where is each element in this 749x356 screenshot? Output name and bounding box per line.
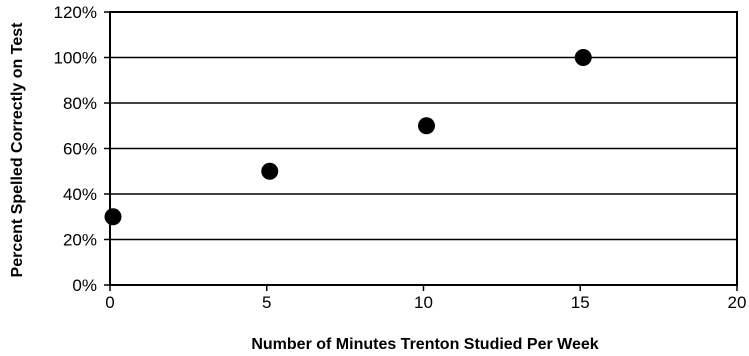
y-tick-label: 80% bbox=[63, 94, 97, 113]
y-axis-label: Percent Spelled Correctly on Test bbox=[9, 22, 26, 278]
x-tick-label: 10 bbox=[414, 293, 433, 312]
data-points bbox=[104, 49, 592, 226]
data-point bbox=[104, 208, 122, 226]
gridlines bbox=[110, 56, 737, 241]
x-tick-label: 5 bbox=[262, 293, 271, 312]
y-tick-label: 120% bbox=[54, 3, 97, 22]
x-tick-label: 0 bbox=[105, 293, 114, 312]
x-axis-label: Number of Minutes Trenton Studied Per We… bbox=[251, 336, 598, 353]
x-axis-ticks: 0 5 10 15 20 bbox=[105, 285, 746, 312]
x-tick-label: 15 bbox=[571, 293, 590, 312]
y-tick-label: 20% bbox=[63, 231, 97, 250]
y-tick-label: 100% bbox=[54, 49, 97, 68]
data-point bbox=[261, 162, 279, 180]
x-tick-label: 20 bbox=[728, 293, 747, 312]
y-axis-ticks: 0% 20% 40% 60% 80% 100% 120% bbox=[54, 3, 110, 295]
data-point bbox=[574, 49, 592, 66]
y-tick-label: 0% bbox=[72, 276, 97, 295]
data-point bbox=[418, 117, 435, 135]
y-tick-label: 40% bbox=[63, 185, 97, 204]
y-tick-label: 60% bbox=[63, 140, 97, 159]
